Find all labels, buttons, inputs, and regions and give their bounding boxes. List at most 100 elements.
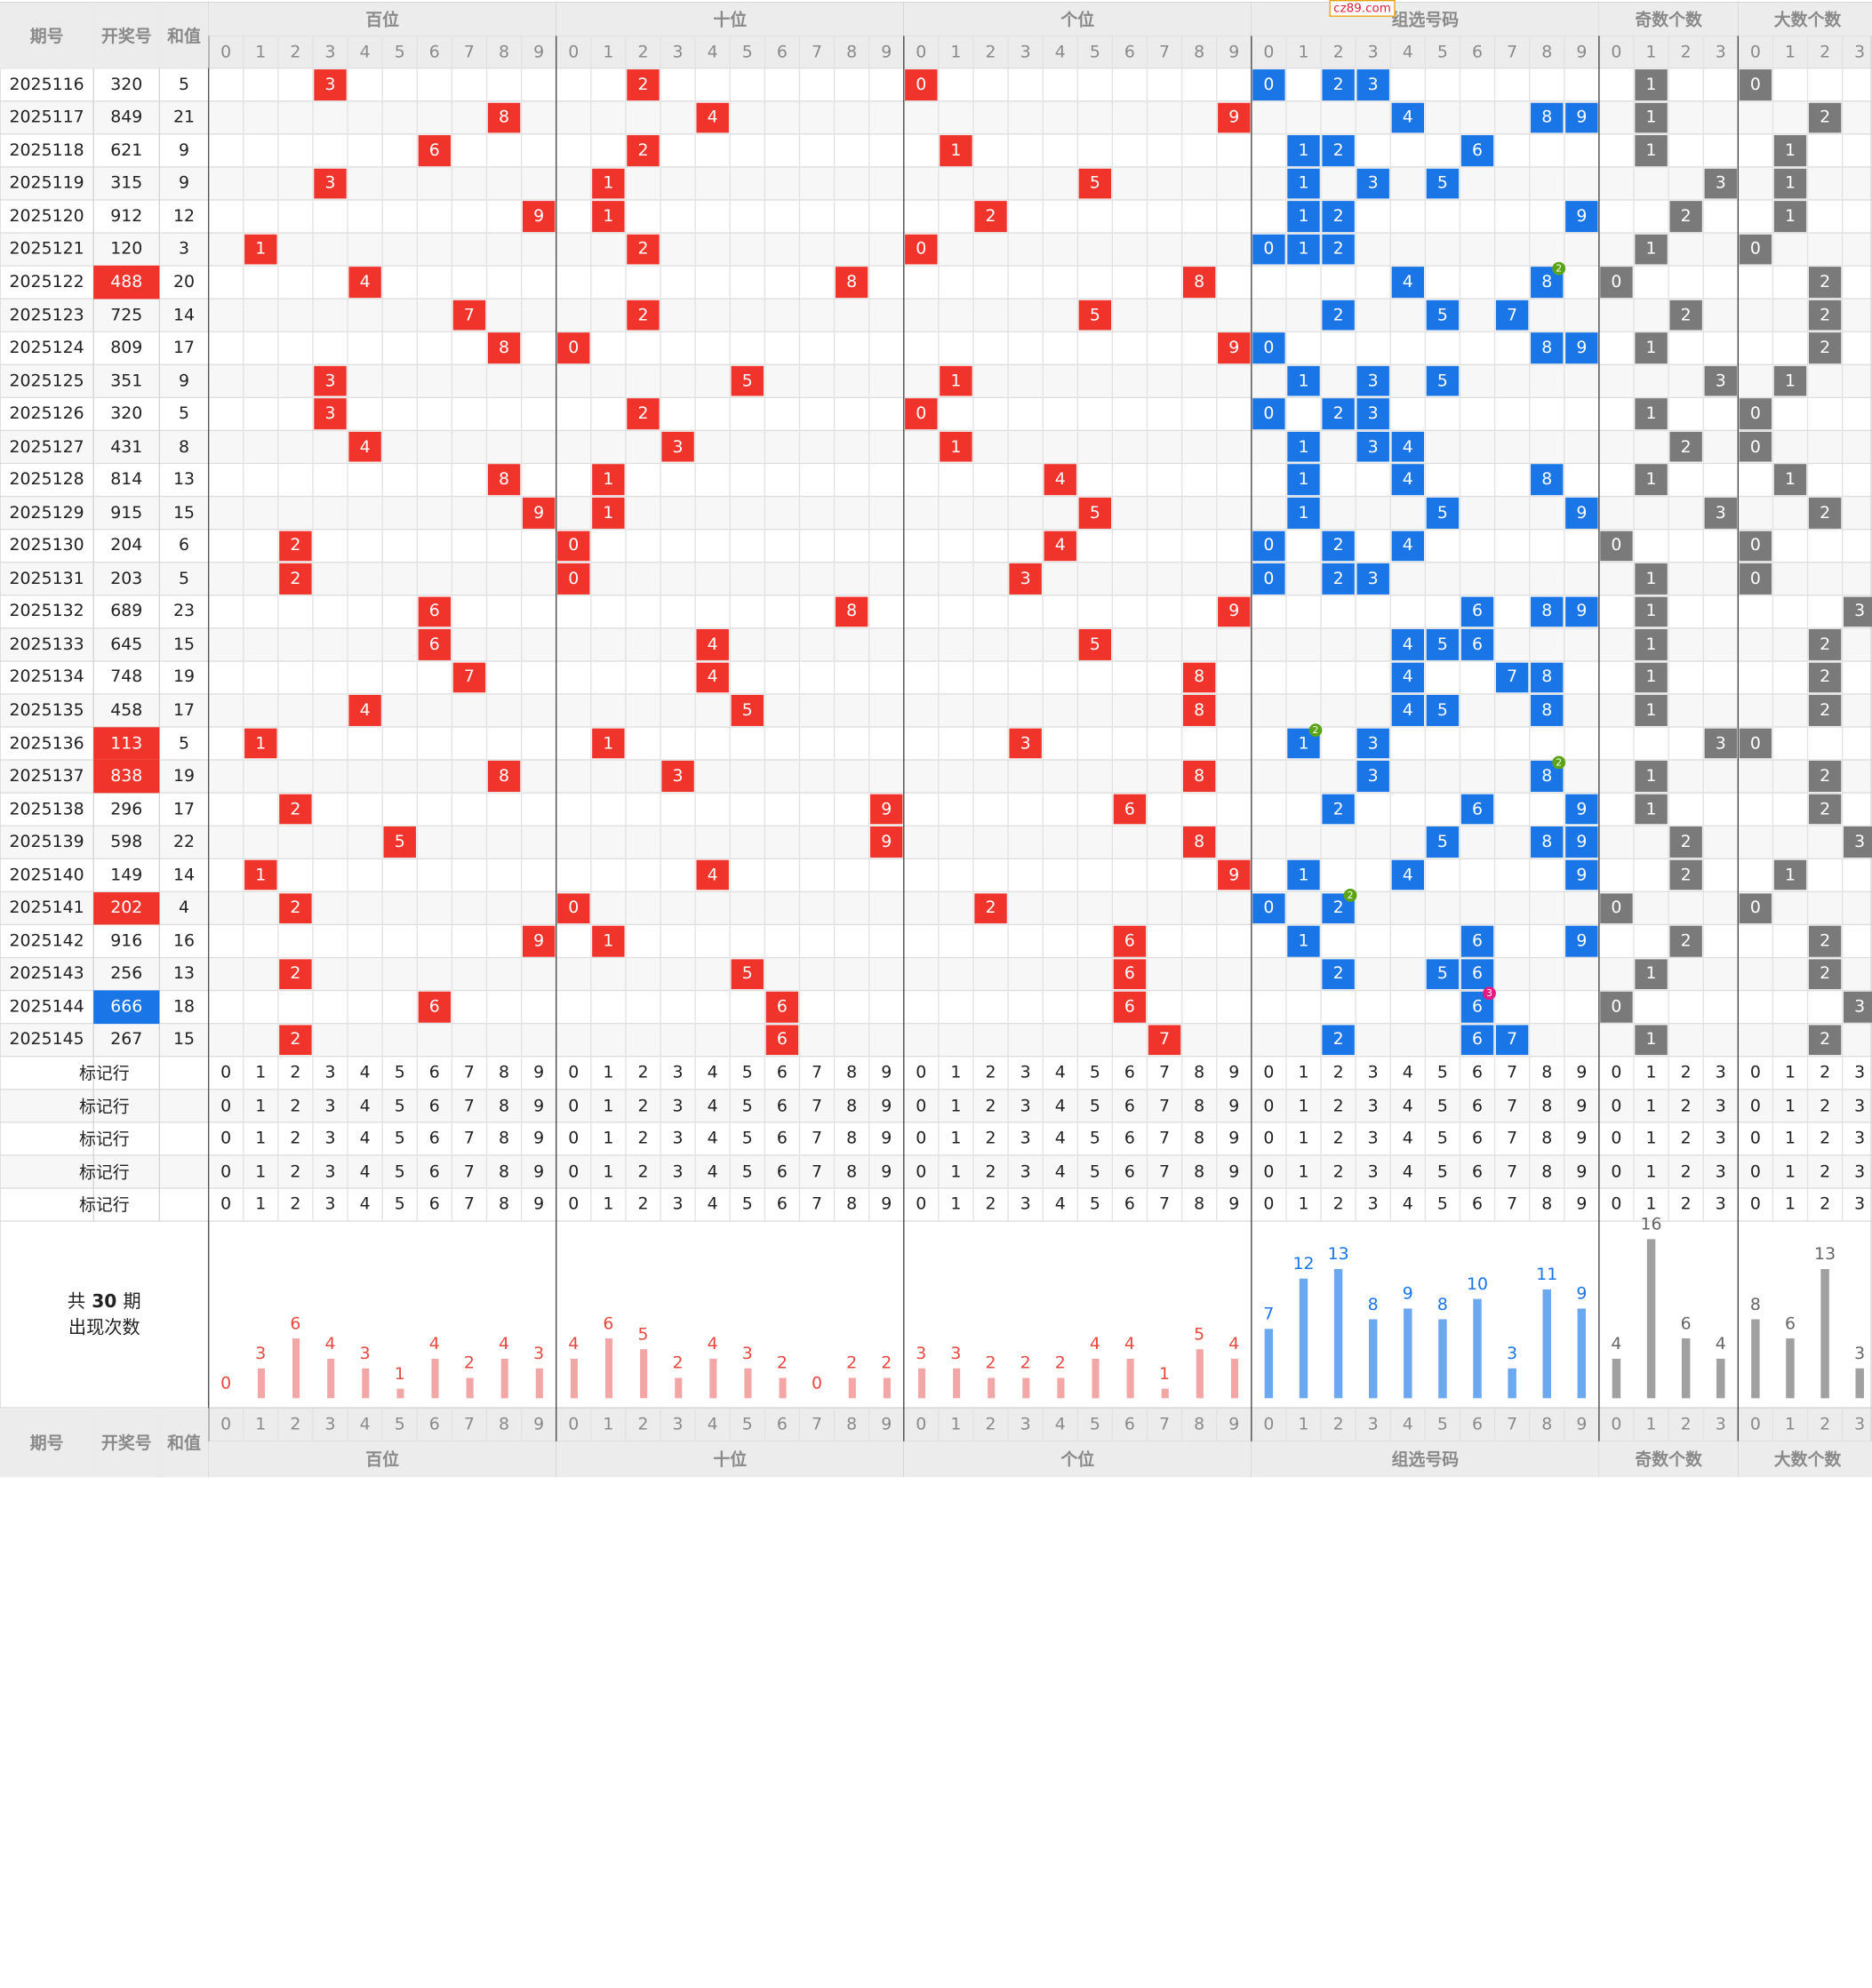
mark-cell[interactable]: 8 <box>499 1129 510 1149</box>
mark-cell[interactable]: 7 <box>463 1063 475 1082</box>
mark-cell[interactable]: 2 <box>1332 1063 1344 1082</box>
mark-cell[interactable]: 6 <box>1124 1194 1135 1215</box>
mark-cell[interactable]: 5 <box>394 1162 405 1182</box>
mark-cell[interactable]: 2 <box>1332 1194 1344 1215</box>
mark-cell[interactable]: 9 <box>533 1096 545 1116</box>
mark-cell[interactable]: 5 <box>394 1096 405 1116</box>
mark-cell[interactable]: 1 <box>1298 1129 1309 1149</box>
mark-cell[interactable]: 0 <box>568 1096 580 1116</box>
mark-cell[interactable]: 0 <box>1749 1063 1761 1082</box>
mark-cell[interactable]: 3 <box>324 1129 336 1149</box>
mark-cell[interactable]: 6 <box>776 1162 788 1182</box>
mark-cell[interactable]: 7 <box>1159 1162 1171 1182</box>
mark-cell[interactable]: 6 <box>1124 1096 1135 1116</box>
mark-cell[interactable]: 6 <box>428 1096 440 1116</box>
mark-cell[interactable]: 9 <box>1228 1063 1240 1082</box>
mark-cell[interactable]: 0 <box>1611 1162 1622 1182</box>
mark-cell[interactable]: 8 <box>846 1096 858 1116</box>
mark-cell[interactable]: 4 <box>1402 1096 1413 1116</box>
mark-cell[interactable]: 3 <box>1020 1063 1031 1082</box>
mark-cell[interactable]: 0 <box>1749 1129 1761 1149</box>
mark-cell[interactable]: 5 <box>1436 1162 1448 1182</box>
mark-cell[interactable]: 0 <box>220 1194 232 1215</box>
mark-cell[interactable]: 7 <box>1159 1096 1171 1116</box>
mark-cell[interactable]: 6 <box>776 1129 788 1149</box>
mark-cell[interactable]: 0 <box>916 1063 927 1082</box>
mark-cell[interactable]: 1 <box>1645 1063 1657 1082</box>
mark-cell[interactable]: 0 <box>1263 1129 1275 1149</box>
mark-cell[interactable]: 7 <box>1159 1129 1171 1149</box>
mark-cell[interactable]: 7 <box>811 1129 823 1149</box>
mark-cell[interactable]: 9 <box>1576 1162 1588 1182</box>
mark-cell[interactable]: 2 <box>1680 1194 1692 1215</box>
mark-cell[interactable]: 7 <box>811 1194 823 1215</box>
mark-cell[interactable]: 6 <box>1124 1129 1135 1149</box>
mark-cell[interactable]: 2 <box>1680 1129 1692 1149</box>
mark-cell[interactable]: 1 <box>255 1129 267 1149</box>
mark-cell[interactable]: 3 <box>1715 1063 1726 1082</box>
mark-cell[interactable]: 3 <box>1367 1162 1379 1182</box>
mark-cell[interactable]: 0 <box>916 1194 927 1215</box>
mark-cell[interactable]: 9 <box>881 1194 892 1215</box>
mark-cell[interactable]: 2 <box>985 1129 996 1149</box>
mark-cell[interactable]: 3 <box>1854 1162 1866 1182</box>
mark-cell[interactable]: 1 <box>1784 1194 1796 1215</box>
mark-cell[interactable]: 8 <box>846 1162 858 1182</box>
mark-cell[interactable]: 8 <box>1541 1063 1553 1082</box>
mark-cell[interactable]: 6 <box>1472 1096 1484 1116</box>
mark-cell[interactable]: 7 <box>463 1129 475 1149</box>
mark-cell[interactable]: 9 <box>1228 1194 1240 1215</box>
mark-cell[interactable]: 9 <box>881 1162 892 1182</box>
mark-cell[interactable]: 4 <box>359 1194 371 1215</box>
mark-cell[interactable]: 0 <box>916 1162 927 1182</box>
mark-cell[interactable]: 4 <box>707 1129 718 1149</box>
mark-cell[interactable]: 0 <box>1749 1194 1761 1215</box>
mark-cell[interactable]: 7 <box>811 1162 823 1182</box>
mark-cell[interactable]: 6 <box>1472 1162 1484 1182</box>
mark-cell[interactable]: 0 <box>1611 1194 1622 1215</box>
mark-cell[interactable]: 5 <box>741 1129 753 1149</box>
mark-cell[interactable]: 4 <box>359 1096 371 1116</box>
mark-cell[interactable]: 0 <box>220 1162 232 1182</box>
mark-cell[interactable]: 1 <box>1784 1063 1796 1082</box>
mark-cell[interactable]: 0 <box>220 1063 232 1082</box>
mark-cell[interactable]: 4 <box>1054 1162 1066 1182</box>
mark-cell[interactable]: 0 <box>1749 1096 1761 1116</box>
mark-cell[interactable]: 0 <box>1263 1096 1275 1116</box>
mark-cell[interactable]: 3 <box>324 1096 336 1116</box>
mark-cell[interactable]: 3 <box>1020 1162 1031 1182</box>
mark-cell[interactable]: 5 <box>1089 1162 1100 1182</box>
mark-cell[interactable]: 7 <box>1507 1162 1518 1182</box>
mark-cell[interactable]: 9 <box>881 1129 892 1149</box>
mark-cell[interactable]: 2 <box>985 1063 996 1082</box>
mark-cell[interactable]: 3 <box>1715 1096 1726 1116</box>
mark-cell[interactable]: 2 <box>637 1162 649 1182</box>
mark-cell[interactable]: 7 <box>1159 1063 1171 1082</box>
mark-row-label[interactable]: 标记行 <box>79 1196 130 1216</box>
mark-cell[interactable]: 2 <box>1332 1096 1344 1116</box>
mark-cell[interactable]: 2 <box>290 1129 301 1149</box>
mark-cell[interactable]: 8 <box>1541 1129 1553 1149</box>
mark-cell[interactable]: 3 <box>1854 1063 1866 1082</box>
mark-cell[interactable]: 6 <box>1472 1063 1484 1082</box>
mark-cell[interactable]: 2 <box>1680 1096 1692 1116</box>
mark-cell[interactable]: 8 <box>1194 1063 1205 1082</box>
mark-cell[interactable]: 5 <box>394 1063 405 1082</box>
mark-cell[interactable]: 6 <box>1472 1194 1484 1215</box>
mark-cell[interactable]: 5 <box>741 1162 753 1182</box>
mark-cell[interactable]: 2 <box>1820 1129 1831 1149</box>
mark-row-label[interactable]: 标记行 <box>79 1064 130 1084</box>
mark-cell[interactable]: 3 <box>1367 1063 1379 1082</box>
mark-cell[interactable]: 9 <box>1576 1129 1588 1149</box>
mark-cell[interactable]: 5 <box>1089 1096 1100 1116</box>
mark-cell[interactable]: 7 <box>1507 1063 1518 1082</box>
mark-cell[interactable]: 1 <box>950 1063 962 1082</box>
mark-cell[interactable]: 9 <box>1576 1063 1588 1082</box>
mark-cell[interactable]: 2 <box>637 1194 649 1215</box>
mark-cell[interactable]: 1 <box>255 1063 267 1082</box>
mark-cell[interactable]: 6 <box>428 1129 440 1149</box>
mark-cell[interactable]: 3 <box>324 1063 336 1082</box>
mark-cell[interactable]: 1 <box>603 1129 614 1149</box>
mark-cell[interactable]: 3 <box>672 1162 684 1182</box>
mark-cell[interactable]: 1 <box>950 1162 962 1182</box>
